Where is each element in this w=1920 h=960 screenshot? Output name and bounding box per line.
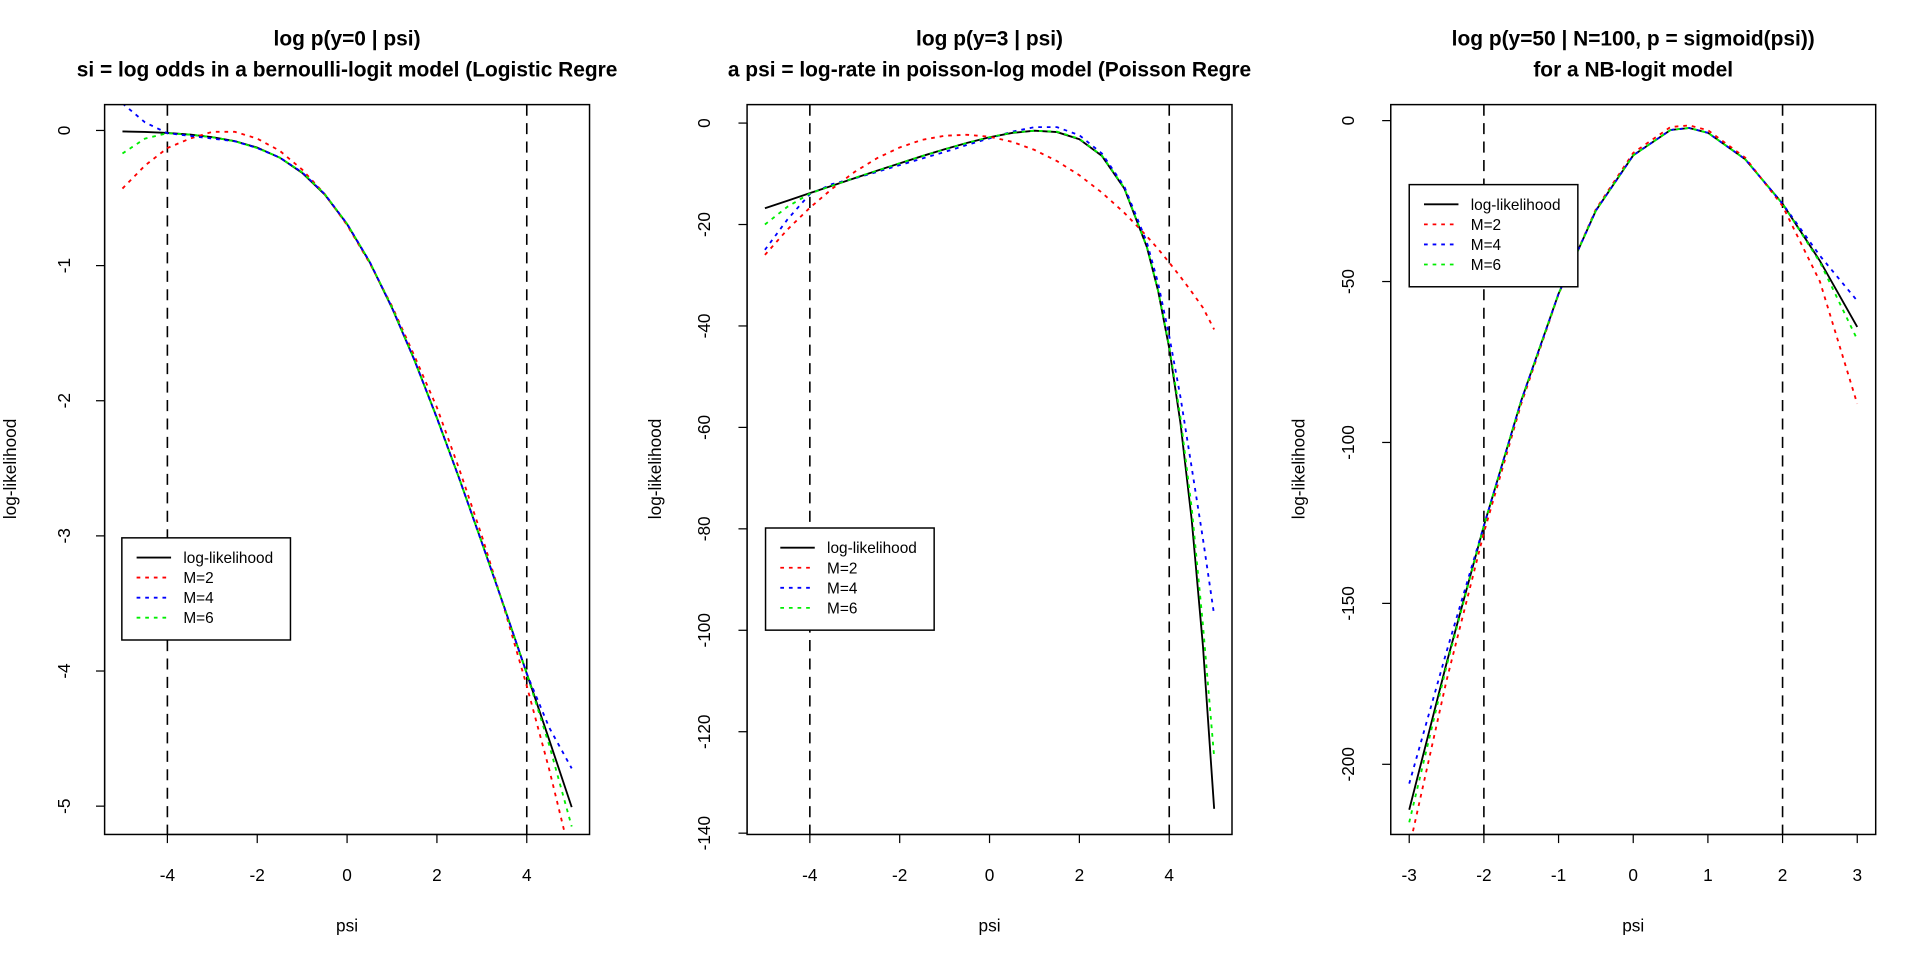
x-tick-label: 0 <box>1628 865 1638 885</box>
x-tick-label: 0 <box>985 865 995 885</box>
plot-box <box>103 103 591 836</box>
y-tick-label: -3 <box>54 528 74 543</box>
x-axis-label: psi <box>1622 916 1644 936</box>
y-tick-label: -5 <box>54 798 74 813</box>
y-tick-label: -100 <box>1338 425 1358 459</box>
y-tick-label: -4 <box>54 663 74 679</box>
x-axis-label: psi <box>979 916 1001 936</box>
series-line-m-2 <box>121 130 567 835</box>
y-tick-label: -200 <box>1338 747 1358 781</box>
series-line-m-2 <box>1411 124 1859 835</box>
series-group <box>764 126 1216 809</box>
x-tick-label: 1 <box>1703 865 1713 885</box>
x-tick-label: 3 <box>1852 865 1862 885</box>
y-tick-label: -2 <box>54 393 74 408</box>
legend-label: M=4 <box>1471 237 1502 254</box>
x-tick-label: -4 <box>802 865 818 885</box>
y-axis-label: log-likelihood <box>645 419 665 520</box>
panel-subtitle: a psi = log-rate in poisson-log model (P… <box>728 58 1251 81</box>
x-tick-label: 0 <box>342 865 352 885</box>
panel-subtitle: si = log odds in a bernoulli-logit model… <box>77 58 618 81</box>
y-tick-label: -140 <box>694 816 714 850</box>
panel-3: log p(y=50 | N=100, p = sigmoid(psi)) for… <box>1289 28 1877 936</box>
y-tick-label: 0 <box>694 118 714 128</box>
y-tick-label: -20 <box>694 212 714 237</box>
legend-box <box>764 527 935 631</box>
legend-label: log-likelihood <box>1471 197 1561 214</box>
series-line-m-2 <box>764 133 1215 330</box>
y-tick-label: -1 <box>54 258 74 273</box>
series-group <box>1408 124 1859 835</box>
legend-label: log-likelihood <box>183 550 273 567</box>
panel-1: log p(y=0 | psi) si = log odds in a berno… <box>0 28 617 936</box>
panel-2: log p(y=3 | psi) a psi = log-rate in pois… <box>645 28 1251 936</box>
legend-label: M=6 <box>827 600 857 617</box>
x-tick-label: 4 <box>1164 865 1174 885</box>
legend-label: M=2 <box>1471 217 1501 234</box>
x-tick-label: -2 <box>1476 865 1491 885</box>
x-tick-label: -4 <box>160 865 176 885</box>
series-line-log-likelihood <box>764 129 1216 809</box>
legend: log-likelihood M=2 M=4 M=6 <box>1408 183 1579 288</box>
series-group <box>121 104 573 835</box>
x-tick-label: 2 <box>1778 865 1788 885</box>
legend: log-likelihood M=2 M=4 M=6 <box>764 527 935 631</box>
legend-box <box>1408 183 1579 288</box>
legend-box <box>121 537 292 641</box>
y-tick-label: -80 <box>694 516 714 541</box>
panel-subtitle: for a NB-logit model <box>1533 58 1733 81</box>
x-tick-label: -2 <box>250 865 265 885</box>
panel-title: log p(y=3 | psi) <box>916 28 1063 51</box>
series-line-m-6 <box>1408 127 1859 823</box>
y-tick-label: -120 <box>694 714 714 748</box>
x-tick-label: 4 <box>522 865 532 885</box>
y-tick-label: 0 <box>54 126 74 136</box>
series-line-m-6 <box>764 129 1216 758</box>
legend-label: M=2 <box>827 560 857 577</box>
x-tick-label: -1 <box>1551 865 1566 885</box>
legend-label: M=4 <box>827 580 858 597</box>
x-tick-label: -3 <box>1402 865 1417 885</box>
series-line-m-4 <box>122 104 573 769</box>
y-tick-label: -60 <box>694 415 714 440</box>
y-tick-label: 0 <box>1338 116 1358 126</box>
x-tick-label: 2 <box>1075 865 1085 885</box>
y-tick-label: -40 <box>694 314 714 339</box>
panel-title: log p(y=50 | N=100, p = sigmoid(psi)) <box>1452 28 1815 51</box>
x-axis-label: psi <box>336 916 358 936</box>
series-line-m-6 <box>121 132 573 827</box>
y-tick-label: -50 <box>1338 269 1358 294</box>
y-tick-label: -100 <box>694 613 714 647</box>
y-axis-label: log-likelihood <box>0 419 20 520</box>
legend-label: M=2 <box>183 570 213 587</box>
y-tick-label: -150 <box>1338 586 1358 620</box>
legend-label: M=6 <box>1471 257 1501 274</box>
x-tick-label: -2 <box>892 865 907 885</box>
legend-label: M=4 <box>183 590 214 607</box>
legend-label: M=6 <box>183 610 213 627</box>
legend: log-likelihood M=2 M=4 M=6 <box>121 537 292 641</box>
plot-box <box>746 103 1233 836</box>
y-axis-label: log-likelihood <box>1289 419 1309 520</box>
legend-label: log-likelihood <box>827 540 917 557</box>
x-tick-label: 2 <box>432 865 442 885</box>
panel-title: log p(y=0 | psi) <box>274 28 421 51</box>
series-line-log-likelihood <box>122 130 573 808</box>
series-line-m-4 <box>1408 127 1858 784</box>
